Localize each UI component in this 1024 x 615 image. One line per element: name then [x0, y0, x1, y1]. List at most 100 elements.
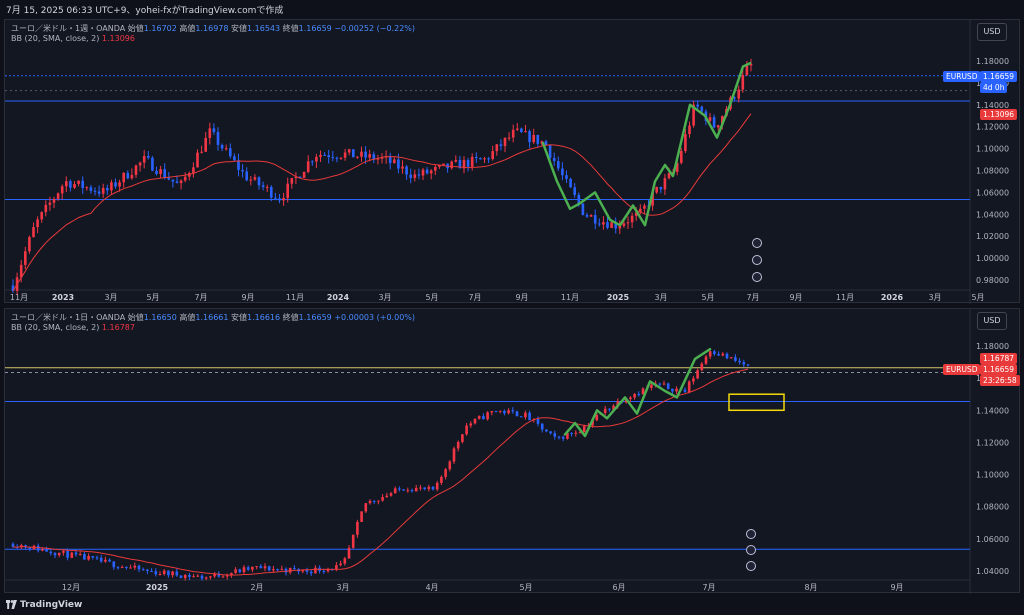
low-value: 1.16543 [247, 24, 281, 33]
candle-body [241, 169, 244, 172]
candle-body [536, 134, 540, 144]
candle-body [270, 187, 273, 198]
candle-body [643, 205, 646, 209]
candle-body [44, 204, 48, 213]
candle-body [133, 565, 137, 568]
time-tick-label: 11月 [561, 293, 579, 302]
candle-body [381, 497, 384, 501]
currency-button[interactable]: USD [977, 312, 1007, 330]
candle-body [311, 161, 314, 163]
time-tick-label: 3月 [378, 293, 391, 302]
symbol-tag: EURUSD [943, 364, 981, 375]
candle-body [461, 434, 464, 442]
price-tick-label: 0.98000 [976, 276, 1009, 285]
daily-chart-canvas[interactable]: 1.180001.160001.140001.120001.100001.080… [5, 309, 1021, 594]
candle-body [675, 388, 678, 392]
countdown-tag: 4d 0h [980, 82, 1008, 93]
price-tick-label: 1.12000 [976, 123, 1009, 132]
candle-body [126, 172, 130, 179]
candle-body [298, 176, 302, 178]
time-tick-label: 6月 [612, 583, 625, 592]
candle-body [261, 185, 265, 188]
candle-body [73, 183, 76, 188]
candle-body [553, 433, 557, 437]
candle-body [118, 182, 121, 187]
time-tick-label: 2025 [146, 583, 169, 592]
candle-body [557, 436, 561, 438]
candle-body [417, 174, 421, 176]
time-tick-label: 9月 [241, 293, 254, 302]
candle-body [520, 128, 523, 133]
currency-button[interactable]: USD [977, 23, 1007, 41]
candle-body [557, 161, 560, 169]
candle-body [675, 162, 679, 172]
candle-body [339, 157, 343, 159]
candle-body [56, 193, 60, 199]
candle-body [696, 370, 699, 379]
candle-body [53, 553, 57, 556]
event-us-icon[interactable] [752, 272, 762, 282]
candle-body [448, 461, 452, 470]
candle-body [704, 356, 708, 364]
time-tick-label: 2025 [607, 293, 630, 302]
candle-body [684, 134, 687, 152]
candle-body [360, 151, 363, 157]
event-flash-icon[interactable] [746, 529, 756, 539]
candle-body [208, 128, 212, 138]
candle-body [62, 550, 65, 553]
candle-body [83, 553, 86, 560]
candle-body [536, 419, 540, 424]
candle-body [364, 503, 368, 512]
time-tick-label: 5月 [425, 293, 438, 302]
weekly-chart-pane[interactable]: 1.180001.160001.140001.120001.100001.080… [4, 19, 1021, 304]
open-value: 1.16650 [143, 313, 177, 322]
weekly-bb-legend[interactable]: BB (20, SMA, close, 2) 1.13096 [11, 34, 135, 43]
candle-body [85, 187, 89, 189]
candle-body [272, 569, 275, 571]
candle-body [217, 573, 221, 577]
candle-body [364, 151, 367, 158]
candle-body [294, 176, 298, 179]
candle-body [519, 416, 523, 418]
candle-body [48, 202, 52, 205]
time-tick-label: 7月 [746, 293, 759, 302]
legend-title: ユーロ／米ドル・1日・OANDA [11, 313, 126, 322]
weekly-chart-canvas[interactable]: 1.180001.160001.140001.120001.100001.080… [5, 20, 1021, 304]
bb-value: 1.16787 [101, 323, 135, 332]
event-flash-icon[interactable] [752, 238, 762, 248]
candle-body [524, 131, 527, 133]
candle-body [327, 155, 330, 158]
candle-body [581, 203, 585, 215]
candle-body [639, 208, 642, 213]
candle-body [742, 362, 746, 365]
candle-body [385, 495, 389, 498]
candle-body [589, 214, 593, 217]
candle-body [406, 490, 410, 492]
time-tick-label: 2026 [881, 293, 904, 302]
candle-body [598, 223, 601, 225]
candle-body [473, 418, 477, 424]
low-label: 安値 [231, 313, 248, 322]
candle-body [566, 432, 569, 439]
candle-body [683, 389, 687, 392]
candle-body [454, 159, 458, 162]
candle-body [498, 410, 502, 412]
daily-bb-legend[interactable]: BB (20, SMA, close, 2) 1.16787 [11, 323, 135, 332]
candle-body [125, 566, 128, 568]
candle-body [561, 168, 564, 176]
candle-body [666, 383, 670, 389]
event-eu-icon[interactable] [752, 255, 762, 265]
candle-body [278, 198, 281, 201]
bb-value: 1.13096 [101, 34, 135, 43]
event-eu-icon[interactable] [746, 545, 756, 555]
time-tick-label: 9月 [789, 293, 802, 302]
candle-body [196, 152, 199, 168]
candle-body [331, 157, 335, 159]
candle-body [708, 117, 712, 121]
candle-body [511, 129, 515, 138]
daily-chart-pane[interactable]: 1.180001.160001.140001.120001.100001.080… [4, 308, 1021, 594]
time-tick-label: 2月 [250, 583, 263, 592]
candle-body [397, 159, 400, 169]
event-us-icon[interactable] [746, 561, 756, 571]
candle-body [516, 128, 519, 130]
